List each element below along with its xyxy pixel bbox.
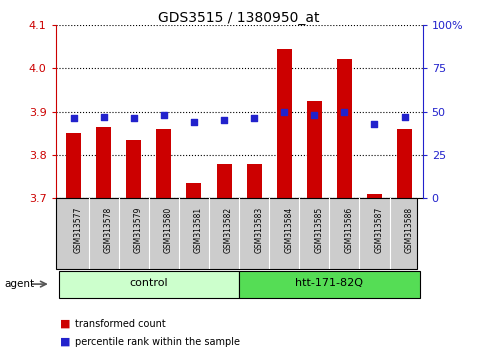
Bar — [156, 129, 171, 198]
Point — [130, 116, 138, 121]
Text: GSM313584: GSM313584 — [284, 207, 293, 253]
Text: percentile rank within the sample: percentile rank within the sample — [75, 337, 240, 347]
Text: htt-171-82Q: htt-171-82Q — [295, 279, 363, 289]
Text: GSM313583: GSM313583 — [254, 207, 263, 253]
Bar — [58, 270, 239, 298]
Text: GSM313582: GSM313582 — [224, 207, 233, 253]
Bar — [66, 133, 81, 198]
Text: GSM313585: GSM313585 — [314, 207, 323, 253]
Bar — [96, 127, 111, 198]
Bar — [186, 183, 201, 198]
Text: control: control — [129, 279, 168, 289]
Text: ■: ■ — [60, 319, 74, 329]
Text: GSM313588: GSM313588 — [405, 207, 413, 253]
Text: ■: ■ — [60, 337, 74, 347]
Text: GSM313581: GSM313581 — [194, 207, 203, 253]
Text: agent: agent — [5, 279, 35, 289]
Point — [160, 112, 168, 118]
Point — [280, 109, 288, 114]
Text: GDS3515 / 1380950_at: GDS3515 / 1380950_at — [158, 11, 320, 25]
Bar — [247, 164, 262, 198]
Bar — [126, 140, 142, 198]
Text: GSM313577: GSM313577 — [73, 207, 83, 253]
Point — [401, 114, 409, 120]
Bar — [277, 48, 292, 198]
Point — [220, 118, 228, 123]
Bar — [239, 270, 420, 298]
Text: GSM313587: GSM313587 — [374, 207, 384, 253]
Point — [70, 116, 77, 121]
Point — [370, 121, 378, 126]
Text: transformed count: transformed count — [75, 319, 166, 329]
Point — [100, 114, 108, 120]
Bar — [397, 129, 412, 198]
Text: GSM313579: GSM313579 — [134, 207, 143, 253]
Point — [341, 109, 348, 114]
Point — [190, 119, 198, 125]
Bar — [216, 164, 231, 198]
Text: GSM313586: GSM313586 — [344, 207, 354, 253]
Text: GSM313578: GSM313578 — [104, 207, 113, 253]
Bar — [367, 194, 382, 198]
Bar — [307, 101, 322, 198]
Point — [311, 112, 318, 118]
Text: GSM313580: GSM313580 — [164, 207, 173, 253]
Point — [250, 116, 258, 121]
Bar — [337, 59, 352, 198]
